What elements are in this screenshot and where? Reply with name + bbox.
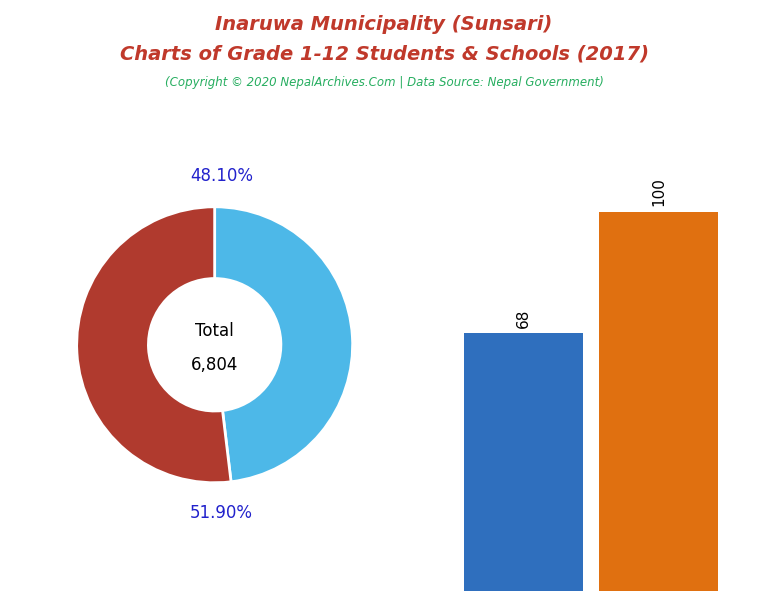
Text: (Copyright © 2020 NepalArchives.Com | Data Source: Nepal Government): (Copyright © 2020 NepalArchives.Com | Da… (164, 76, 604, 90)
Bar (464, 333, 582, 591)
Text: 48.10%: 48.10% (190, 167, 253, 186)
Text: Total: Total (195, 322, 234, 340)
Wedge shape (77, 207, 231, 483)
Text: 51.90%: 51.90% (190, 504, 253, 522)
Text: Inaruwa Municipality (Sunsari): Inaruwa Municipality (Sunsari) (215, 15, 553, 34)
Text: 6,804: 6,804 (191, 356, 238, 374)
Text: 68: 68 (516, 308, 531, 328)
Bar (600, 212, 718, 591)
Wedge shape (214, 207, 353, 482)
Text: Charts of Grade 1-12 Students & Schools (2017): Charts of Grade 1-12 Students & Schools … (120, 45, 648, 64)
Text: 100: 100 (651, 177, 666, 207)
